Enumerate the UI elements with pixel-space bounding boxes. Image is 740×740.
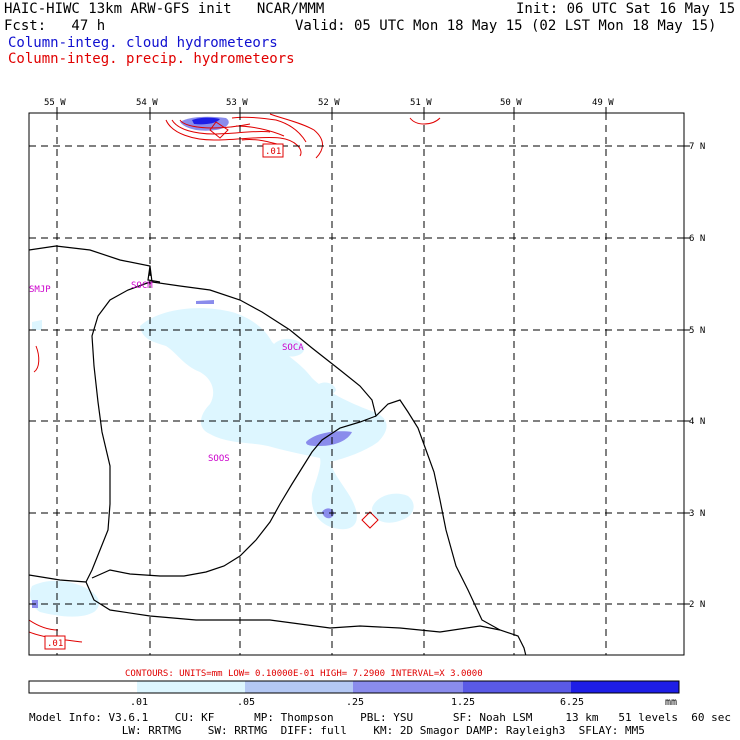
cloud-shading-light [30,308,414,617]
legend-tick: .25 [346,697,364,708]
lat-label: 7 N [689,142,705,152]
contour-label-box [262,143,284,158]
lon-label: 49 W [592,98,614,108]
contour-label: .01 [47,639,63,649]
model-title: HAIC-HIWC 13km ARW-GFS init NCAR/MMM [4,1,325,17]
coastline [29,245,527,655]
legend-tick: 6.25 [560,697,584,708]
model-info-line2: LW: RRTMG SW: RRTMG DIFF: full KM: 2D Sm… [29,724,645,737]
lat-label: 3 N [689,509,705,519]
station-label-smjp: SMJP [29,285,51,295]
init-time: Init: 06 UTC Sat 16 May 15 [516,1,736,17]
lon-label: 52 W [318,98,340,108]
map-frame [28,112,685,656]
lat-lon-grid [29,113,684,655]
cloud-shading-strong [192,117,220,125]
lon-label: 54 W [136,98,158,108]
legend-tick: 1.25 [451,697,475,708]
map-content [29,113,684,655]
model-info-line1: Model Info: V3.6.1 CU: KF MP: Thompson P… [29,711,731,724]
valid-time: Valid: 05 UTC Mon 18 May 15 (02 LST Mon … [295,18,717,34]
color-legend [28,680,680,694]
cloud-field-label: Column-integ. cloud hydrometeors [8,35,278,51]
precip-field-label: Column-integ. precip. hydrometeors [8,51,295,67]
lat-label: 5 N [689,326,705,336]
forecast-hour: Fcst: 47 h [4,18,106,34]
contour-label: .01 [265,147,281,157]
lon-label: 50 W [500,98,522,108]
lon-label: 53 W [226,98,248,108]
lat-label: 4 N [689,417,705,427]
contours-info: CONTOURS: UNITS=mm LOW= 0.10000E-01 HIGH… [125,669,483,679]
station-label-soca: SOCA [282,343,304,353]
lat-label: 2 N [689,600,705,610]
lat-label: 6 N [689,234,705,244]
station-label-soos: SOOS [208,454,230,464]
contour-label-box [44,635,66,650]
axis-ticks [56,107,690,605]
legend-tick: .05 [237,697,255,708]
station-label-socm: SOCM [131,281,153,291]
legend-tick: .01 [130,697,148,708]
lon-label: 51 W [410,98,432,108]
legend-units: mm [665,697,677,708]
lon-label: 55 W [44,98,66,108]
